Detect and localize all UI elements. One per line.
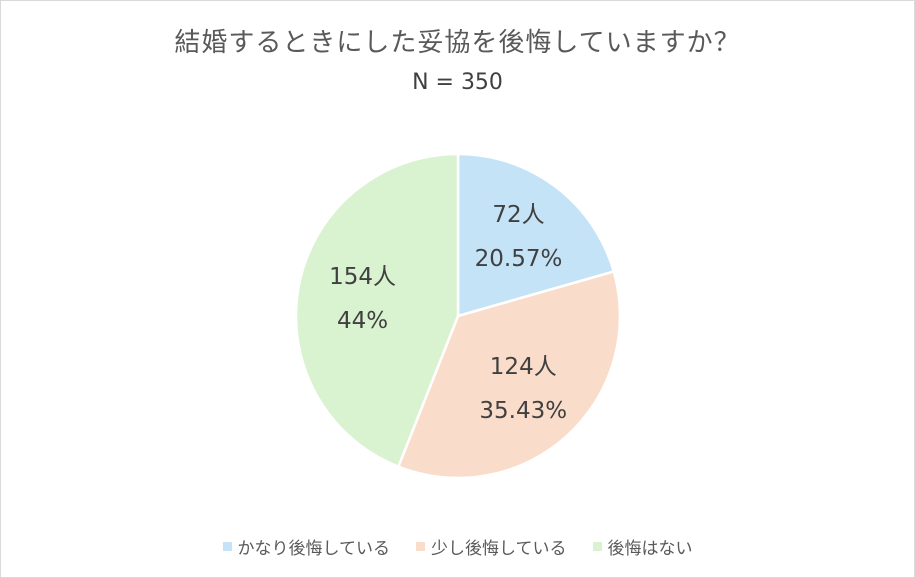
chart-title: 結婚するときにした妥協を後悔していますか？ <box>174 28 741 58</box>
legend-item-very-regret: かなり後悔している <box>222 534 391 559</box>
data-label-count: 124人 <box>490 354 557 380</box>
data-label-count: 154人 <box>329 264 396 290</box>
chart-subtitle: N = 350 <box>412 70 503 95</box>
legend-item-no-regret: 後悔はない <box>592 534 693 559</box>
data-label-percent: 35.43% <box>479 398 567 424</box>
legend-swatch <box>222 542 232 551</box>
data-label-count: 72人 <box>492 202 544 228</box>
data-labels: 72人 20.57% 124人 35.43% 154人 44% <box>329 202 567 424</box>
slice-little-regret <box>396 269 622 480</box>
data-label-percent: 44% <box>337 308 388 334</box>
data-label-percent: 20.57% <box>475 246 563 272</box>
slice-very-regret <box>456 152 616 318</box>
pie-slices <box>294 152 622 480</box>
legend-item-little-regret: 少し後悔している <box>416 534 567 559</box>
legend: かなり後悔している 少し後悔している 後悔はない <box>0 534 915 559</box>
legend-label: 後悔はない <box>607 539 693 559</box>
legend-swatch <box>416 542 425 551</box>
legend-label: 少し後悔している <box>431 539 567 559</box>
legend-swatch <box>592 542 602 551</box>
legend-label: かなり後悔している <box>237 539 391 559</box>
slice-no-regret <box>294 152 460 469</box>
